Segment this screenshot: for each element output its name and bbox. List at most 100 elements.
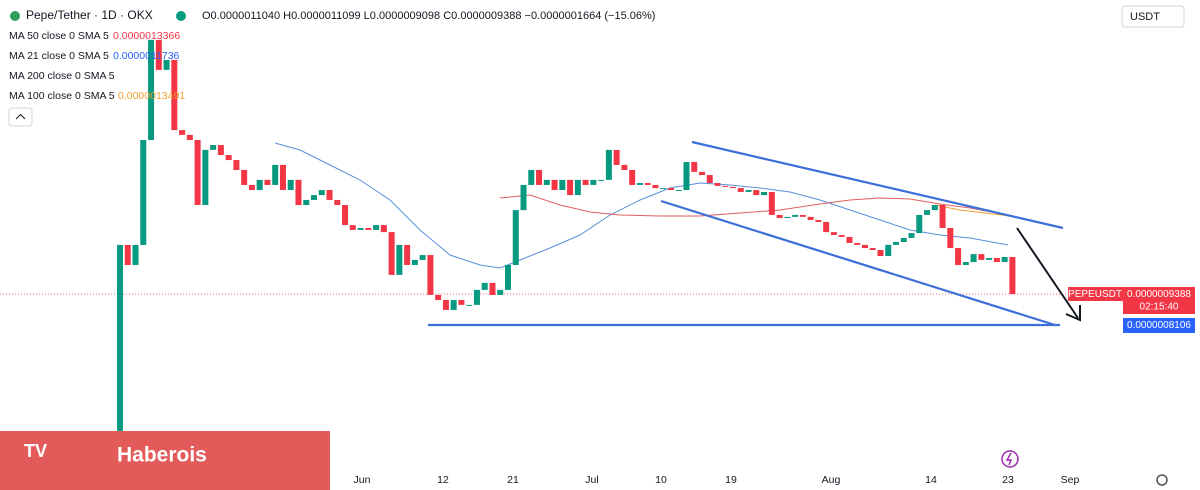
- candle-body: [900, 237, 907, 243]
- candle-body: [373, 225, 380, 230]
- indicator-legend: MA 50 close 0 SMA 5 0.0000013366 MA 21 clo…: [9, 30, 185, 102]
- candle-body: [543, 179, 550, 185]
- status-dot: [176, 11, 186, 21]
- candle-body: [590, 179, 597, 185]
- candle-body: [745, 190, 752, 192]
- candle-body: [311, 195, 317, 200]
- last-price: 0.0000009388: [1127, 289, 1191, 300]
- candle-body: [365, 227, 372, 230]
- candle-body: [186, 134, 193, 140]
- collapse-button[interactable]: [8, 107, 33, 127]
- candle-body: [489, 282, 496, 295]
- x-tick-label: Sep: [1061, 474, 1080, 486]
- candle-body: [652, 184, 659, 189]
- candles: [117, 39, 1016, 470]
- candle-body: [272, 164, 279, 185]
- candle-body: [473, 289, 480, 305]
- x-tick-label: 10: [655, 474, 667, 486]
- candle-body: [955, 248, 962, 265]
- candle-body: [117, 244, 123, 470]
- candle-body: [683, 161, 690, 191]
- candle-body: [714, 183, 721, 186]
- candle-body: [807, 216, 814, 221]
- x-tick-label: 19: [725, 474, 737, 486]
- indicator-value: 0.0000013366: [113, 30, 180, 42]
- candle-body: [264, 179, 271, 185]
- candle-body: [411, 259, 418, 265]
- indicator-value: 0.0000013491: [118, 90, 185, 102]
- candle-body: [699, 171, 705, 176]
- candle-body: [241, 169, 248, 185]
- candle-body: [295, 179, 302, 206]
- candle-body: [497, 289, 504, 295]
- candle-body: [931, 205, 938, 211]
- candle-body: [815, 220, 822, 222]
- candle-body: [148, 39, 155, 140]
- events-icon[interactable]: [1001, 450, 1019, 468]
- settings-icon[interactable]: [1156, 474, 1168, 486]
- candle-body: [450, 300, 457, 310]
- candle-body: [908, 233, 915, 238]
- candle-body: [279, 164, 286, 191]
- support-price: 0.0000008106: [1127, 320, 1191, 331]
- arrow: [1016, 227, 1079, 319]
- candle-body: [823, 221, 830, 233]
- candle-body: [559, 179, 566, 191]
- candle-body: [776, 214, 783, 219]
- candle-body: [567, 179, 574, 196]
- symbol-title: Pepe/Tether · 1D · OKX: [26, 8, 153, 22]
- candle-body: [621, 164, 628, 170]
- currency: USDT: [1130, 11, 1160, 23]
- candle-body: [846, 236, 853, 243]
- candle-body: [675, 190, 682, 192]
- candle-body: [861, 244, 868, 249]
- candle-body: [520, 184, 527, 211]
- symbol-tag: [1068, 287, 1123, 301]
- candle-body: [838, 235, 845, 237]
- arrow-head: [1065, 305, 1081, 322]
- candle-body: [419, 255, 426, 260]
- candle-body: [854, 242, 861, 245]
- candle-body: [202, 149, 209, 206]
- candle-body: [582, 179, 589, 185]
- currency-select[interactable]: [1121, 5, 1185, 28]
- x-tick-label: Jun: [354, 474, 371, 486]
- candle-body: [380, 225, 387, 233]
- candle-body: [939, 205, 946, 228]
- candle-body: [427, 255, 434, 295]
- ohlc: O0.0000011040 H0.0000011099 L0.000000909…: [202, 10, 655, 22]
- candle-body: [636, 183, 643, 185]
- candle-body: [248, 184, 255, 191]
- candle-body: [830, 232, 837, 235]
- collapse-icon: [15, 113, 26, 120]
- symbol-tag-text: PEPEUSDT: [1068, 289, 1122, 300]
- candle-body: [993, 257, 1000, 263]
- candle-body: [179, 130, 186, 135]
- candle-body: [124, 244, 131, 265]
- indicator-name: MA 200 close 0 SMA 5: [9, 70, 115, 82]
- candle-body: [256, 179, 263, 191]
- indicator-name: MA 100 close 0 SMA 5: [9, 90, 115, 102]
- channel-lower: [660, 199, 1056, 327]
- candle-body: [916, 214, 923, 234]
- bolt: [1005, 452, 1013, 466]
- tv-logo: TV: [24, 441, 47, 461]
- candle-body: [163, 59, 170, 70]
- candle-body: [318, 190, 325, 196]
- candle-body: [225, 154, 232, 161]
- candle-body: [574, 179, 581, 196]
- watermark-box: [0, 431, 330, 490]
- ma-100-line: [499, 194, 1009, 217]
- candle-body: [435, 294, 442, 301]
- candle-body: [140, 139, 147, 245]
- candle-body: [799, 214, 806, 217]
- candle-body: [761, 191, 768, 196]
- candle-body: [613, 149, 620, 165]
- indicator-value: 0.0000011736: [113, 50, 180, 62]
- candle-body: [334, 199, 341, 206]
- channel-upper: [691, 140, 1064, 230]
- candle-body: [691, 161, 698, 172]
- candle-body: [730, 186, 737, 189]
- candle-body: [753, 190, 760, 196]
